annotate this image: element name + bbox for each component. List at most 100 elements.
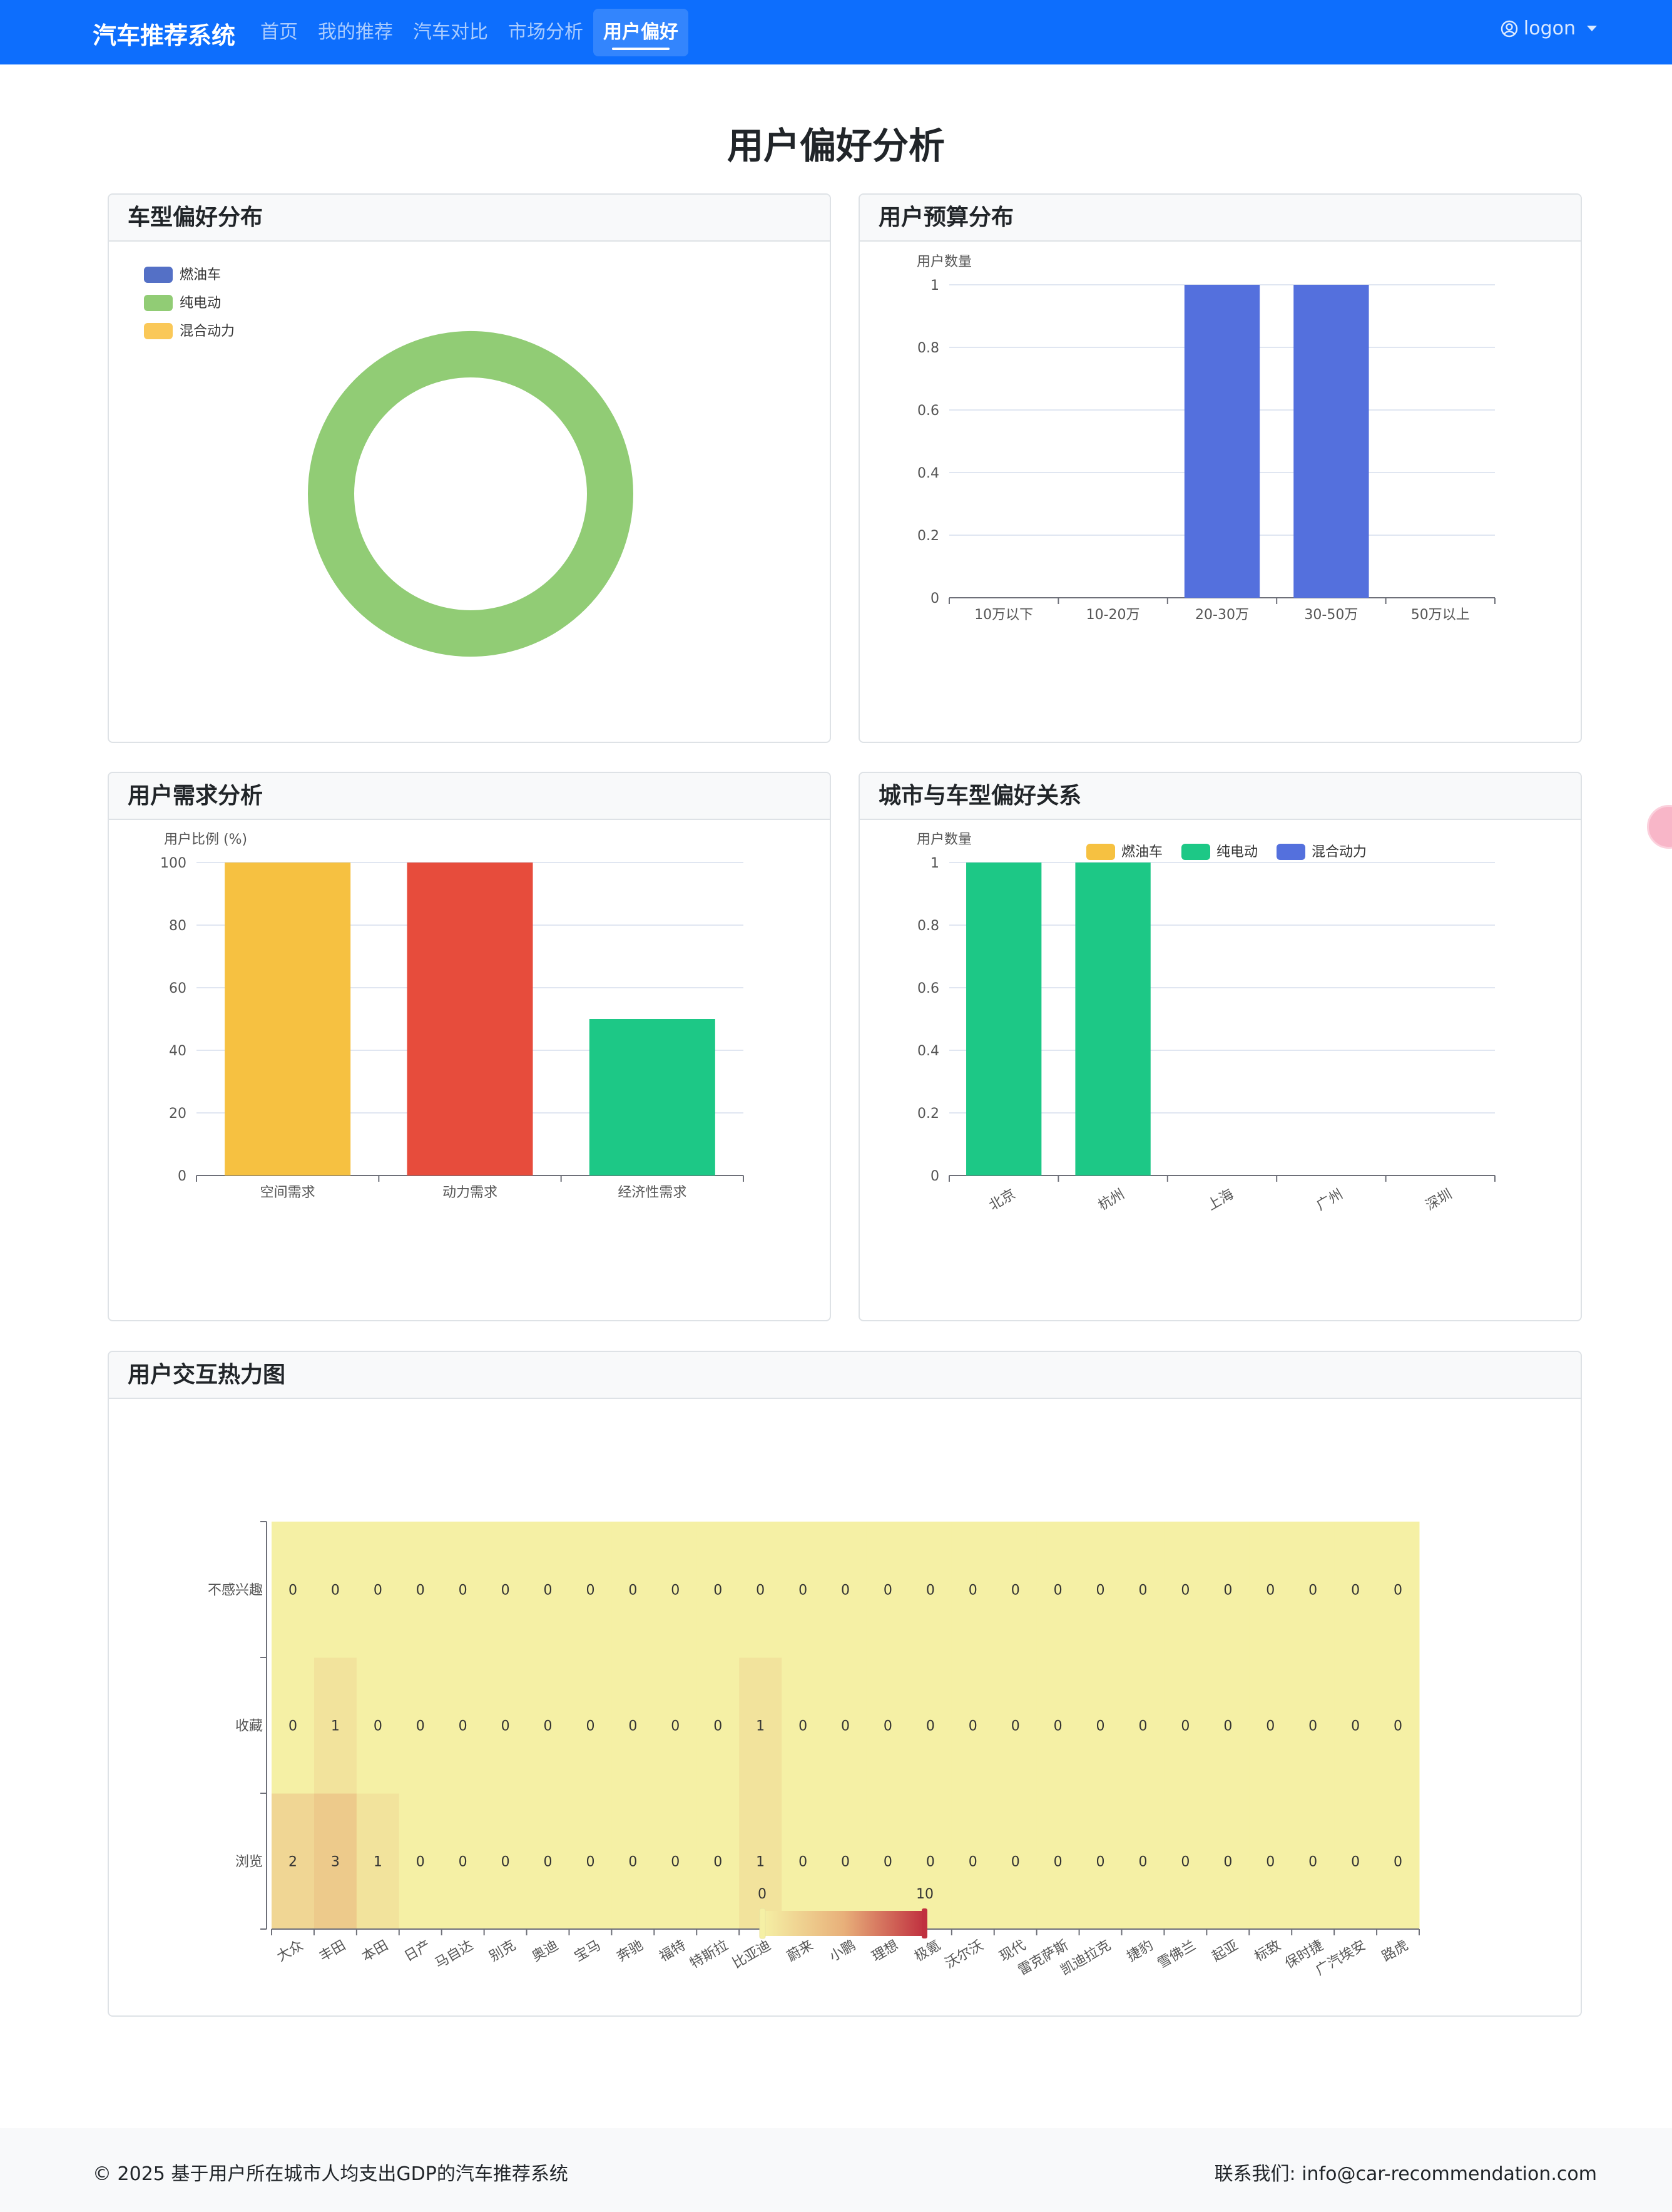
nav-item-market-analysis[interactable]: 市场分析 bbox=[508, 21, 583, 43]
y-tick-label: 0.2 bbox=[917, 528, 939, 544]
card-interaction-heatmap: 用户交互热力图 浏览 2 3 1 0 0 0 0 0 0 0 0 1 0 0 0 0 0 0 0 0 0 0 0 0 0 0 0 收藏 0… bbox=[108, 1351, 1582, 2017]
x-tick-label: 30-50万 bbox=[1304, 607, 1358, 623]
nav-item-user-preferences[interactable]: 用户偏好 bbox=[593, 9, 688, 56]
cell-value-label: 0 bbox=[798, 1583, 807, 1599]
heatmap-cell bbox=[739, 1657, 782, 1794]
cell-value-label: 0 bbox=[713, 1855, 722, 1870]
heatmap-cell bbox=[484, 1793, 528, 1930]
y-tick-label: 0.8 bbox=[917, 341, 939, 356]
heatmap-cell bbox=[1334, 1522, 1377, 1658]
chevron-down-icon bbox=[1587, 26, 1597, 31]
legend-label: 纯电动 bbox=[180, 295, 221, 311]
nav-item-my-recommendations[interactable]: 我的推荐 bbox=[318, 21, 393, 43]
y-axis-label: 用户比例 (%) bbox=[164, 832, 247, 847]
heatmap-cell bbox=[654, 1522, 697, 1658]
cell-value-label: 0 bbox=[1266, 1855, 1275, 1870]
heatmap-cell bbox=[1377, 1522, 1420, 1658]
cell-value-label: 0 bbox=[884, 1719, 892, 1734]
heatmap-cell bbox=[1036, 1657, 1080, 1794]
x-tick-label: 极氪 bbox=[912, 1938, 944, 1965]
cell-value-label: 0 bbox=[288, 1719, 297, 1734]
cell-value-label: 2 bbox=[288, 1855, 297, 1870]
heatmap-cell bbox=[824, 1522, 867, 1658]
cell-value-label: 0 bbox=[671, 1719, 680, 1734]
cell-value-label: 0 bbox=[416, 1583, 425, 1599]
cell-value-label: 0 bbox=[926, 1719, 935, 1734]
heatmap-cell bbox=[739, 1522, 782, 1658]
heatmap-cell bbox=[1206, 1657, 1250, 1794]
x-tick-label: 马自达 bbox=[432, 1938, 476, 1972]
bar bbox=[966, 863, 1042, 1175]
cell-value-label: 0 bbox=[1351, 1583, 1360, 1599]
cell-value-label: 0 bbox=[331, 1583, 340, 1599]
y-tick-label: 20 bbox=[169, 1106, 186, 1122]
y-tick-label: 60 bbox=[169, 981, 186, 996]
cell-value-label: 0 bbox=[1266, 1583, 1275, 1599]
nav-item-home[interactable]: 首页 bbox=[260, 21, 298, 43]
heatmap-cell bbox=[866, 1657, 910, 1794]
needs-bar-chart: 0 20 40 60 80 100 用户比例 (%) 空间需求 动力需求 经济性需求 bbox=[160, 832, 744, 1201]
x-tick-label: 深圳 bbox=[1423, 1187, 1455, 1214]
footer: © 2025 基于用户所在城市人均支出GDP的汽车推荐系统 联系我们: info… bbox=[0, 2128, 1672, 2212]
heatmap-cell bbox=[272, 1793, 315, 1930]
cell-value-label: 0 bbox=[884, 1583, 892, 1599]
cell-value-label: 0 bbox=[288, 1583, 297, 1599]
card-title: 城市与车型偏好关系 bbox=[860, 773, 1581, 820]
heatmap-cell bbox=[994, 1793, 1037, 1930]
cell-value-label: 0 bbox=[713, 1719, 722, 1734]
x-tick-label: 大众 bbox=[274, 1938, 306, 1965]
visual-map-min-label: 0 bbox=[758, 1887, 767, 1902]
heatmap-cell bbox=[994, 1657, 1037, 1794]
heatmap-cell bbox=[782, 1793, 825, 1930]
cell-value-label: 0 bbox=[1096, 1855, 1105, 1870]
cell-value-label: 0 bbox=[841, 1855, 850, 1870]
heatmap-cell bbox=[272, 1522, 315, 1658]
bar bbox=[225, 863, 351, 1175]
heatmap-cell bbox=[909, 1522, 952, 1658]
user-menu[interactable]: logon bbox=[1500, 18, 1597, 39]
cell-value-label: 0 bbox=[926, 1855, 935, 1870]
cell-value-label: 0 bbox=[1096, 1719, 1105, 1734]
y-tick-label: 0.8 bbox=[917, 918, 939, 934]
heatmap-cell bbox=[782, 1657, 825, 1794]
heatmap-cell bbox=[569, 1793, 612, 1930]
x-tick-label: 广州 bbox=[1314, 1187, 1346, 1214]
heatmap-cell bbox=[356, 1522, 400, 1658]
cell-value-label: 0 bbox=[756, 1583, 765, 1599]
legend-label: 混合动力 bbox=[180, 324, 235, 339]
legend-label: 混合动力 bbox=[1312, 844, 1367, 860]
heatmap-cell bbox=[951, 1657, 995, 1794]
cell-value-label: 1 bbox=[374, 1855, 382, 1870]
heatmap-cell bbox=[1164, 1522, 1207, 1658]
cell-value-label: 0 bbox=[1181, 1583, 1190, 1599]
x-tick-label: 经济性需求 bbox=[618, 1185, 686, 1201]
cell-value-label: 0 bbox=[1181, 1719, 1190, 1734]
heatmap-cell bbox=[1036, 1522, 1080, 1658]
cell-value-label: 0 bbox=[1054, 1719, 1063, 1734]
brand-logo[interactable]: 汽车推荐系统 bbox=[93, 22, 236, 49]
heatmap-cell bbox=[611, 1522, 655, 1658]
heatmap-cell bbox=[526, 1522, 569, 1658]
cell-value-label: 0 bbox=[1394, 1583, 1402, 1599]
heatmap-cell bbox=[1079, 1793, 1123, 1930]
x-tick-label: 空间需求 bbox=[260, 1185, 315, 1201]
heatmap-cell bbox=[1292, 1793, 1335, 1930]
x-tick-label: 动力需求 bbox=[442, 1185, 497, 1201]
bar bbox=[589, 1019, 715, 1175]
floating-assistant-button[interactable] bbox=[1647, 805, 1672, 849]
cell-value-label: 0 bbox=[544, 1583, 553, 1599]
visual-map-max-handle bbox=[922, 1908, 927, 1938]
heatmap-cell bbox=[994, 1522, 1037, 1658]
footer-contact[interactable]: 联系我们: info@car-recommendation.com bbox=[1214, 2163, 1597, 2185]
x-tick-label: 别克 bbox=[487, 1938, 519, 1965]
cell-value-label: 0 bbox=[628, 1583, 637, 1599]
x-tick-label: 福特 bbox=[657, 1938, 689, 1965]
card-budget-distribution: 用户预算分布 0 0.2 0.4 0.6 0.8 1 用户数量 10万以下 10-20万 20-3… bbox=[859, 193, 1582, 743]
heatmap-cell bbox=[909, 1793, 952, 1930]
heatmap-cell bbox=[696, 1793, 740, 1930]
nav-item-car-compare[interactable]: 汽车对比 bbox=[413, 21, 488, 43]
y-tick-label: 0.4 bbox=[917, 466, 939, 481]
heatmap-cell bbox=[1249, 1793, 1292, 1930]
